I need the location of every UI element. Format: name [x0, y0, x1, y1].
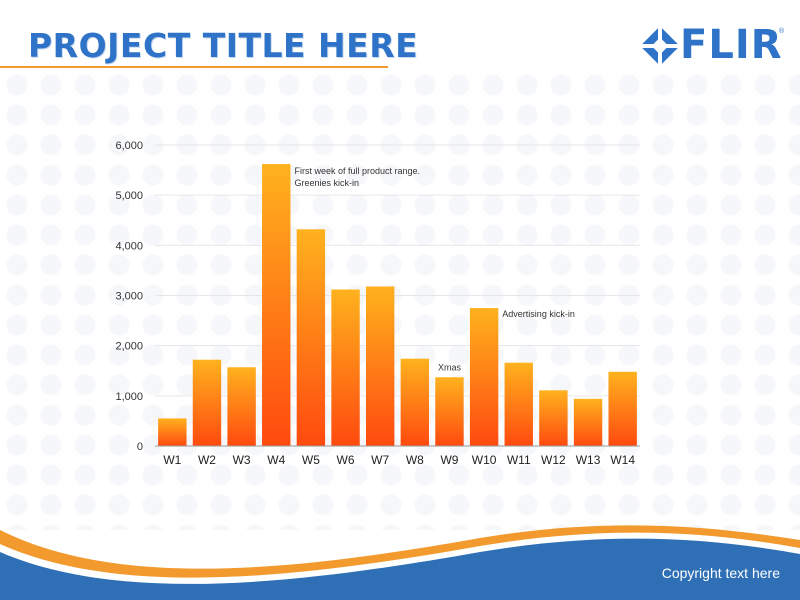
x-tick-label: W11: [507, 453, 531, 467]
y-tick-label: 2,000: [115, 341, 143, 353]
x-tick-label: W12: [541, 453, 566, 467]
bar-w12: [539, 390, 568, 446]
y-tick-label: 0: [137, 441, 143, 453]
bar-w5: [296, 229, 326, 446]
x-tick-label: W5: [302, 453, 320, 467]
annotation-label: First week of full product range.: [294, 166, 420, 176]
x-tick-label: W1: [163, 453, 181, 467]
x-tick-label: W10: [472, 453, 497, 467]
x-tick-label: W9: [440, 453, 458, 467]
flir-logo-icon: [640, 26, 680, 66]
logo-text: FLIR: [680, 22, 783, 68]
copyright-text: Copyright text here: [661, 565, 780, 581]
bar-w9: [435, 377, 464, 446]
x-tick-label: W7: [371, 453, 389, 467]
y-tick-label: 5,000: [115, 190, 143, 202]
x-tick-label: W4: [267, 453, 285, 467]
y-tick-label: 6,000: [115, 140, 143, 152]
y-tick-label: 1,000: [115, 391, 143, 403]
annotation-label: Advertising kick-in: [502, 309, 575, 319]
background-pattern: [0, 70, 800, 530]
bar-w2: [192, 359, 222, 446]
x-tick-label: W13: [576, 453, 601, 467]
bar-w6: [331, 289, 360, 446]
bar-w13: [573, 398, 603, 446]
x-tick-label: W3: [233, 453, 251, 467]
slide-title: PROJECT TITLE HERE: [28, 26, 419, 65]
bar-w1: [158, 418, 187, 446]
annotation-label: Greenies kick-in: [294, 178, 359, 188]
x-tick-label: W14: [610, 453, 635, 467]
annotation-label: Xmas: [438, 362, 462, 372]
title-underline: [0, 66, 388, 68]
bar-w8: [400, 358, 430, 446]
registered-mark: ®: [779, 28, 785, 35]
bar-chart: 0 1,000 2,000 3,000 4,000 5,000 6,000 W1 W2 W3 W4 W…: [115, 140, 640, 467]
bar-w11: [504, 362, 533, 446]
footer-wave: [0, 525, 800, 600]
bar-w10: [469, 308, 499, 446]
x-tick-label: W2: [198, 453, 216, 467]
bar-w3: [227, 367, 256, 446]
bar-w14: [608, 371, 637, 446]
y-tick-label: 3,000: [115, 291, 143, 303]
bar-w4: [262, 164, 291, 446]
x-tick-label: W8: [406, 453, 424, 467]
y-tick-label: 4,000: [115, 240, 143, 252]
x-tick-label: W6: [337, 453, 355, 467]
bar-w7: [365, 286, 395, 446]
